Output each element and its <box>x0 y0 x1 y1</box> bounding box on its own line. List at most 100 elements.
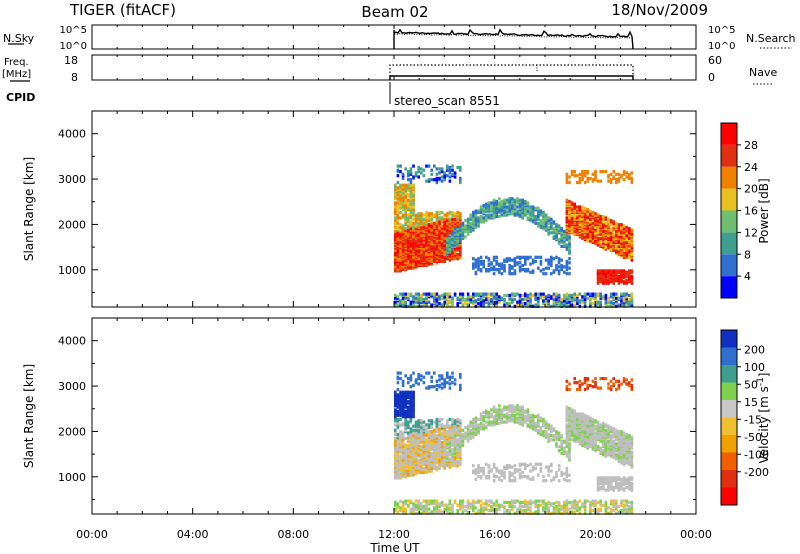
velocity-cell <box>537 473 540 477</box>
power-cell <box>427 223 431 227</box>
velocity-cell <box>570 408 574 412</box>
velocity-cell <box>459 386 462 390</box>
velocity-cell <box>583 499 587 503</box>
velocity-cell <box>399 499 402 503</box>
velocity-cell <box>443 507 446 511</box>
velocity-cell <box>422 420 426 424</box>
power-cell <box>594 170 597 174</box>
velocity-cell <box>492 415 496 419</box>
power-cell <box>620 292 623 296</box>
power-cell <box>513 259 517 263</box>
velocity-cell <box>446 371 449 375</box>
velocity-cell <box>589 416 592 420</box>
velocity-cell <box>409 374 413 378</box>
power-cell <box>599 269 602 273</box>
power-cell <box>602 236 605 240</box>
power-cell <box>487 201 491 205</box>
velocity-cell <box>417 419 420 423</box>
velocity-cell <box>521 475 524 479</box>
power-cell <box>495 255 498 259</box>
power-cell <box>407 236 410 240</box>
velocity-cell <box>479 466 483 470</box>
velocity-cell <box>531 465 535 469</box>
velocity-cell <box>487 464 491 468</box>
velocity-cell <box>500 415 504 419</box>
power-cell <box>407 206 410 210</box>
velocity-cell <box>485 506 488 510</box>
power-cell <box>599 273 602 277</box>
velocity-cell <box>487 475 491 479</box>
velocity-cell <box>586 377 589 381</box>
velocity-cell <box>427 457 431 461</box>
colorbar-tick-label: 12 <box>744 226 758 239</box>
power-cell <box>531 258 535 262</box>
power-cell <box>412 297 415 302</box>
power-cell <box>607 174 610 178</box>
power-cell <box>479 303 483 307</box>
power-cell <box>609 303 613 307</box>
power-cell <box>594 216 597 220</box>
velocity-cell <box>394 458 397 462</box>
velocity-cell <box>472 431 475 435</box>
power-cell <box>451 224 454 228</box>
velocity-cell <box>511 502 514 506</box>
power-cell <box>542 210 545 214</box>
velocity-cell <box>412 412 415 416</box>
power-cell <box>599 295 602 299</box>
freq-tick-bottom: 8 <box>71 71 78 84</box>
power-cell <box>469 221 472 225</box>
power-cell <box>513 269 517 273</box>
power-cell <box>542 292 545 296</box>
velocity-cell <box>508 470 511 475</box>
velocity-cell <box>407 454 410 458</box>
power-cell <box>529 255 532 259</box>
velocity-cell <box>560 451 563 455</box>
velocity-cell <box>433 371 436 375</box>
power-cell <box>448 179 452 183</box>
velocity-cell <box>399 393 402 397</box>
velocity-cell <box>487 420 491 424</box>
power-cell <box>529 270 532 274</box>
power-cell <box>617 274 621 278</box>
velocity-cell <box>396 375 400 379</box>
power-cell <box>544 299 548 303</box>
power-cell <box>630 171 634 175</box>
power-cell <box>539 219 543 223</box>
power-cell <box>573 202 576 206</box>
velocity-cell <box>568 453 571 457</box>
power-cell <box>482 292 485 296</box>
velocity-cell <box>589 383 592 387</box>
velocity-cell <box>446 450 449 454</box>
power-cell <box>534 259 537 263</box>
power-cell <box>607 179 610 183</box>
velocity-cell <box>394 462 397 466</box>
power-cell <box>464 302 467 306</box>
power-cell <box>607 217 610 221</box>
power-cell <box>495 268 498 272</box>
velocity-cell <box>521 416 524 420</box>
power-cell <box>622 280 626 284</box>
power-cell <box>396 168 400 172</box>
power-cell <box>474 304 478 308</box>
velocity-cell <box>570 438 574 442</box>
power-cell <box>440 303 444 307</box>
power-cell <box>466 229 470 234</box>
velocity-cell <box>526 408 530 412</box>
velocity-cell <box>563 510 566 514</box>
freq-trace <box>389 75 634 80</box>
power-cell <box>425 179 428 183</box>
velocity-cell <box>399 435 402 439</box>
power-cell <box>583 304 587 308</box>
power-ylabel: Slant Range [km] <box>22 157 36 261</box>
power-cell <box>430 292 433 296</box>
power-cell <box>466 217 470 221</box>
power-cell <box>472 224 475 228</box>
velocity-cell <box>453 438 457 442</box>
power-cell <box>433 244 436 248</box>
power-cell <box>508 302 511 306</box>
velocity-cell <box>565 454 569 458</box>
velocity-cell <box>487 411 491 415</box>
power-cell <box>399 170 402 174</box>
power-cell <box>498 205 501 209</box>
colorbar-segment <box>721 123 737 145</box>
